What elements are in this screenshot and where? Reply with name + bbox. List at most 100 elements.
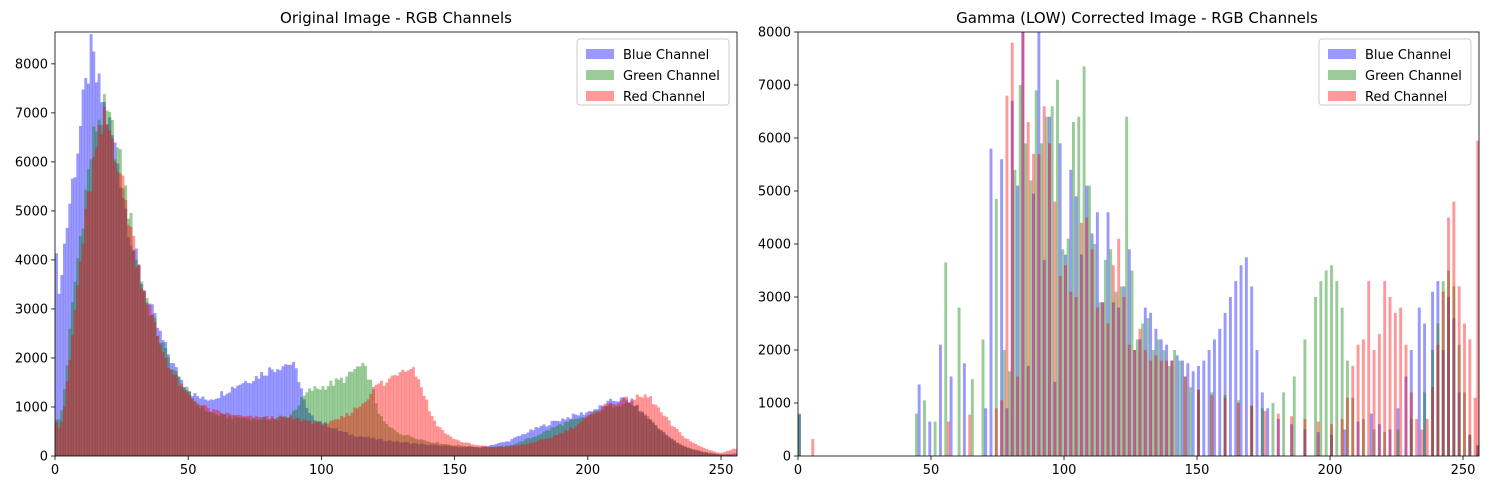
histogram-bar bbox=[1149, 312, 1153, 456]
histogram-bar bbox=[633, 399, 637, 456]
histogram-bar bbox=[515, 436, 519, 456]
histogram-bar bbox=[166, 367, 170, 456]
x-tick-label: 250 bbox=[709, 463, 734, 478]
histogram-bar bbox=[1143, 350, 1147, 456]
histogram-bar bbox=[313, 386, 317, 456]
histogram-bar bbox=[1207, 350, 1211, 456]
histogram-bar bbox=[252, 417, 256, 456]
histogram-bar bbox=[1361, 418, 1365, 456]
histogram-bar bbox=[593, 413, 597, 456]
histogram-bar bbox=[60, 421, 64, 456]
histogram-bar bbox=[702, 452, 706, 456]
histogram-bar bbox=[372, 389, 375, 456]
histogram-bar bbox=[1149, 360, 1153, 456]
histogram-bar bbox=[97, 119, 101, 456]
histogram-bar bbox=[510, 439, 514, 456]
histogram-bar bbox=[574, 426, 578, 456]
histogram-bar bbox=[497, 446, 501, 456]
histogram-bar bbox=[164, 341, 168, 456]
histogram-bar bbox=[675, 442, 679, 456]
histogram-bar bbox=[1191, 371, 1195, 456]
histogram-bar bbox=[121, 188, 125, 456]
histogram-bar bbox=[169, 369, 173, 456]
histogram-bar bbox=[1133, 350, 1137, 456]
histogram-bar bbox=[1361, 339, 1365, 456]
histogram-bar bbox=[1000, 400, 1004, 456]
histogram-bar bbox=[539, 434, 543, 456]
histogram-bar bbox=[1095, 212, 1099, 456]
histogram-bar bbox=[55, 421, 58, 456]
histogram-bar bbox=[702, 447, 706, 456]
histogram-bar bbox=[78, 260, 82, 456]
histogram-bar bbox=[457, 444, 461, 456]
histogram-bar bbox=[673, 440, 676, 456]
histogram-bar bbox=[534, 426, 538, 456]
histogram-bar bbox=[332, 419, 335, 456]
histogram-bar bbox=[470, 446, 474, 456]
histogram-bar bbox=[1093, 244, 1097, 456]
histogram-bar bbox=[329, 380, 333, 456]
histogram-bar bbox=[944, 262, 948, 456]
histogram-bar bbox=[561, 418, 565, 456]
histogram-bar bbox=[1074, 297, 1078, 456]
histogram-bar bbox=[278, 370, 282, 456]
histogram-bar bbox=[388, 440, 391, 456]
histogram-bar bbox=[489, 445, 493, 456]
histogram-bar bbox=[390, 375, 394, 456]
histogram-bar bbox=[1396, 408, 1400, 456]
histogram-bar bbox=[92, 126, 96, 456]
histogram-bar bbox=[396, 441, 399, 456]
histogram-bar bbox=[108, 111, 112, 456]
histogram-bar bbox=[124, 185, 128, 456]
histogram-bar bbox=[553, 435, 557, 456]
histogram-bar bbox=[1159, 339, 1163, 456]
histogram-bar bbox=[1042, 106, 1046, 456]
histogram-bar bbox=[574, 418, 578, 456]
histogram-bar bbox=[475, 446, 479, 456]
histogram-bar bbox=[427, 411, 431, 456]
histogram-bar bbox=[555, 420, 559, 456]
histogram-bar bbox=[209, 399, 213, 456]
histogram-bar bbox=[193, 393, 197, 456]
histogram-bar bbox=[989, 148, 993, 456]
histogram-bar bbox=[105, 110, 109, 456]
histogram-bar bbox=[1303, 339, 1307, 456]
histogram-bar bbox=[57, 427, 61, 456]
histogram-bar bbox=[129, 226, 133, 456]
histogram-bar bbox=[316, 421, 319, 456]
histogram-bar bbox=[705, 452, 708, 456]
histogram-bar bbox=[1212, 339, 1216, 456]
histogram-bar bbox=[100, 102, 104, 456]
histogram-bar bbox=[595, 412, 599, 456]
histogram-bar bbox=[377, 438, 381, 456]
histogram-bar bbox=[326, 386, 330, 456]
histogram-bar bbox=[686, 439, 690, 456]
histogram-bar bbox=[558, 423, 562, 456]
histogram-bar bbox=[1404, 376, 1408, 456]
histogram-bar bbox=[553, 427, 557, 456]
histogram-bar bbox=[619, 405, 623, 456]
histogram-bar bbox=[116, 171, 120, 456]
histogram-bar bbox=[630, 398, 634, 456]
histogram-bar bbox=[1048, 116, 1051, 456]
histogram-bar bbox=[1250, 286, 1254, 456]
y-tick-label: 1000 bbox=[15, 400, 48, 415]
histogram-bar bbox=[571, 413, 575, 456]
histogram-bar bbox=[673, 440, 676, 456]
histogram-bar bbox=[214, 414, 218, 456]
histogram-bar bbox=[422, 443, 426, 456]
histogram-bar bbox=[545, 438, 549, 456]
histogram-bar bbox=[729, 450, 732, 456]
y-tick-label: 6000 bbox=[758, 132, 791, 147]
histogram-bar bbox=[662, 415, 666, 456]
histogram-bar bbox=[68, 203, 72, 456]
histogram-bar bbox=[1447, 270, 1450, 456]
histogram-bar bbox=[230, 415, 234, 456]
histogram-bar bbox=[574, 414, 578, 456]
histogram-bar bbox=[403, 435, 407, 456]
histogram-bar bbox=[723, 454, 727, 456]
histogram-bar bbox=[313, 420, 317, 456]
histogram-bar bbox=[326, 423, 330, 456]
histogram-bar bbox=[406, 442, 410, 456]
histogram-bar bbox=[622, 397, 626, 456]
